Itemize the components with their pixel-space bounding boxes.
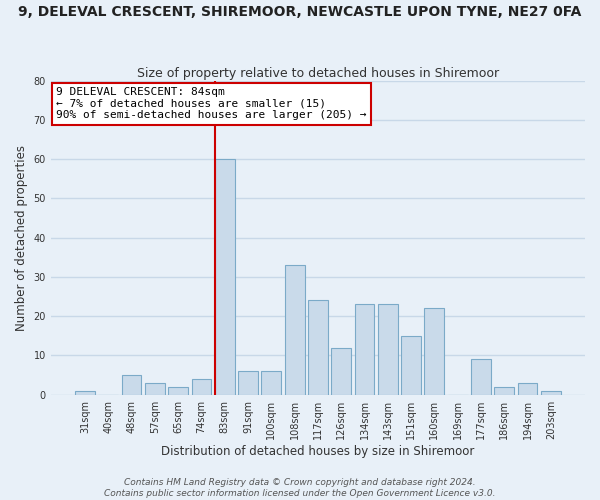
Y-axis label: Number of detached properties: Number of detached properties: [15, 144, 28, 330]
Bar: [122, 375, 142, 394]
Bar: [308, 300, 328, 394]
Bar: [518, 383, 538, 394]
Bar: [355, 304, 374, 394]
Bar: [494, 387, 514, 394]
X-axis label: Distribution of detached houses by size in Shiremoor: Distribution of detached houses by size …: [161, 444, 475, 458]
Bar: [331, 348, 351, 395]
Bar: [238, 371, 258, 394]
Bar: [401, 336, 421, 394]
Bar: [424, 308, 444, 394]
Bar: [215, 159, 235, 394]
Text: 9 DELEVAL CRESCENT: 84sqm
← 7% of detached houses are smaller (15)
90% of semi-d: 9 DELEVAL CRESCENT: 84sqm ← 7% of detach…: [56, 87, 367, 120]
Text: 9, DELEVAL CRESCENT, SHIREMOOR, NEWCASTLE UPON TYNE, NE27 0FA: 9, DELEVAL CRESCENT, SHIREMOOR, NEWCASTL…: [19, 5, 581, 19]
Bar: [541, 391, 561, 394]
Bar: [145, 383, 165, 394]
Bar: [191, 379, 211, 394]
Text: Contains HM Land Registry data © Crown copyright and database right 2024.
Contai: Contains HM Land Registry data © Crown c…: [104, 478, 496, 498]
Bar: [262, 371, 281, 394]
Bar: [75, 391, 95, 394]
Bar: [285, 265, 305, 394]
Bar: [168, 387, 188, 394]
Bar: [471, 360, 491, 394]
Title: Size of property relative to detached houses in Shiremoor: Size of property relative to detached ho…: [137, 66, 499, 80]
Bar: [378, 304, 398, 394]
